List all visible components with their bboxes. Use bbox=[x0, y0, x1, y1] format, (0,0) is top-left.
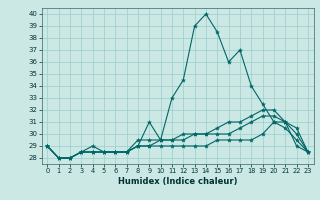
X-axis label: Humidex (Indice chaleur): Humidex (Indice chaleur) bbox=[118, 177, 237, 186]
